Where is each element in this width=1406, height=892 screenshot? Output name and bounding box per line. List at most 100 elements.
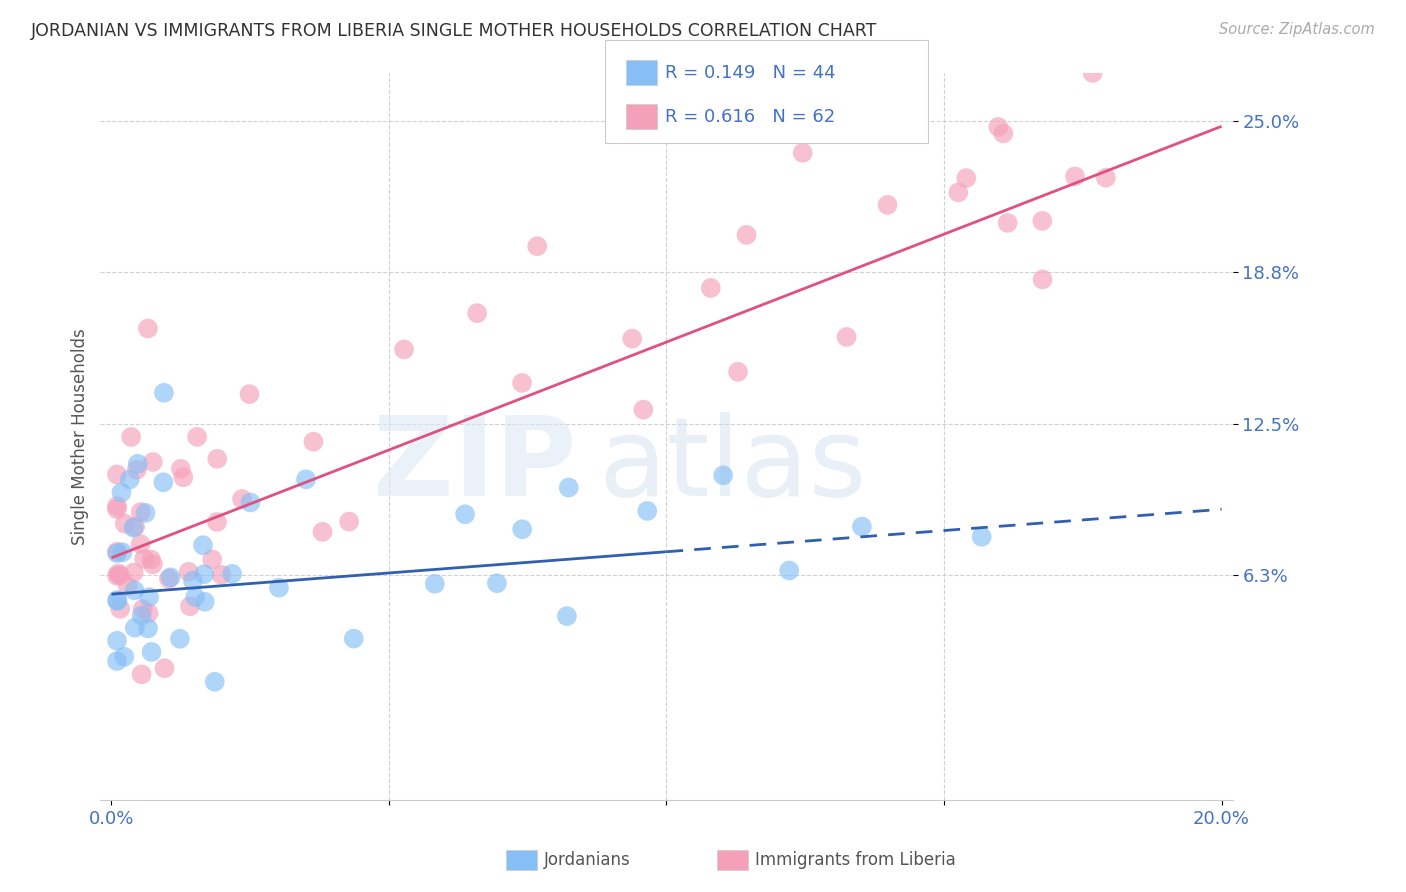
Point (876, 198, 898, 212)
Point (120, 430, 142, 444)
Text: Source: ZipAtlas.com: Source: ZipAtlas.com (1219, 22, 1375, 37)
Point (105, 654, 128, 668)
Point (1032, 272, 1054, 286)
Point (181, 574, 204, 588)
Point (636, 504, 658, 518)
Point (105, 499, 128, 513)
Point (987, 120, 1010, 134)
Point (633, 402, 655, 417)
Text: ZIP: ZIP (373, 412, 576, 519)
Point (118, 473, 141, 487)
Point (136, 321, 159, 335)
Point (141, 645, 163, 659)
Point (231, 491, 253, 506)
Point (205, 515, 228, 529)
Point (555, 609, 578, 624)
Point (851, 519, 873, 533)
Text: R = 0.149   N = 44: R = 0.149 N = 44 (665, 63, 835, 82)
Point (184, 590, 207, 604)
Point (778, 564, 800, 578)
Point (343, 632, 366, 646)
Point (105, 593, 128, 607)
Point (172, 470, 194, 484)
Point (139, 552, 162, 566)
Point (122, 520, 145, 534)
Point (510, 522, 533, 536)
Point (112, 649, 135, 664)
Point (179, 599, 201, 614)
Point (1095, 170, 1118, 185)
Point (127, 457, 149, 471)
Text: Jordanians: Jordanians (544, 851, 631, 869)
Point (194, 595, 217, 609)
Point (392, 343, 415, 357)
Point (311, 524, 333, 539)
Point (207, 451, 229, 466)
Point (700, 281, 723, 295)
Point (191, 538, 214, 552)
Point (423, 576, 446, 591)
Point (122, 566, 145, 580)
Point (302, 434, 325, 449)
Point (110, 485, 132, 500)
Text: JORDANIAN VS IMMIGRANTS FROM LIBERIA SINGLE MOTHER HOUSEHOLDS CORRELATION CHART: JORDANIAN VS IMMIGRANTS FROM LIBERIA SIN… (31, 22, 877, 40)
Point (835, 330, 858, 344)
Point (105, 502, 128, 516)
Text: atlas: atlas (599, 412, 868, 519)
Point (111, 545, 134, 559)
Point (129, 505, 152, 519)
Point (193, 567, 215, 582)
Point (465, 306, 488, 320)
Point (238, 387, 260, 401)
Point (136, 621, 159, 635)
Point (114, 516, 136, 531)
Point (170, 462, 193, 476)
Point (1081, 66, 1104, 80)
Y-axis label: Single Mother Households: Single Mother Households (72, 328, 89, 545)
Point (526, 239, 548, 253)
Point (124, 621, 146, 635)
Text: Immigrants from Liberia: Immigrants from Liberia (755, 851, 956, 869)
Point (169, 632, 191, 646)
Point (129, 537, 152, 551)
Point (993, 127, 1015, 141)
Point (295, 472, 318, 486)
Point (117, 579, 139, 593)
Point (131, 667, 153, 681)
Point (124, 519, 146, 533)
Point (239, 495, 262, 509)
Point (153, 385, 176, 400)
Point (727, 365, 749, 379)
Point (138, 590, 160, 604)
Point (948, 186, 970, 200)
Point (157, 572, 180, 586)
Point (1064, 169, 1087, 184)
Point (105, 633, 128, 648)
Point (105, 546, 128, 560)
Point (221, 566, 243, 581)
Point (142, 558, 165, 572)
Point (142, 455, 165, 469)
Point (153, 661, 176, 675)
Point (621, 332, 644, 346)
Point (267, 581, 290, 595)
Point (510, 376, 533, 390)
Point (131, 602, 153, 616)
Point (186, 430, 208, 444)
Point (337, 515, 360, 529)
Point (485, 576, 508, 591)
Point (1031, 214, 1053, 228)
Point (159, 570, 181, 584)
Point (711, 468, 734, 483)
Point (557, 481, 579, 495)
Point (735, 227, 758, 242)
Point (134, 551, 156, 566)
Point (105, 569, 128, 583)
Point (970, 530, 993, 544)
Point (105, 467, 128, 482)
Text: R = 0.616   N = 62: R = 0.616 N = 62 (665, 108, 835, 126)
Point (107, 566, 129, 581)
Point (124, 583, 146, 598)
Point (792, 145, 814, 160)
Point (135, 506, 157, 520)
